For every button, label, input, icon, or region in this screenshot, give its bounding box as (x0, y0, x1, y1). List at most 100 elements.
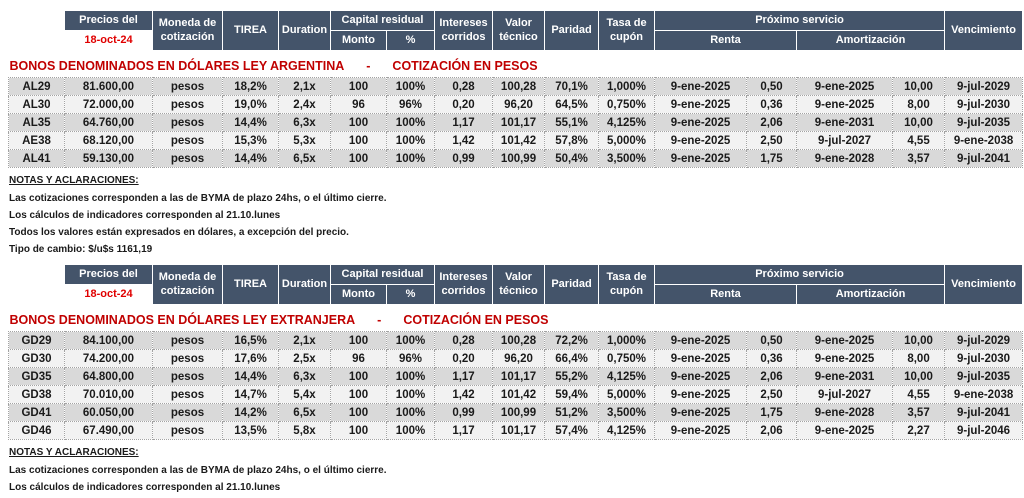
ticker-cell: GD29 (8, 331, 65, 350)
amortizacion-fecha-cell: 9-ene-2025 (796, 421, 894, 440)
amortizacion-fecha-cell: 9-jul-2027 (796, 385, 894, 404)
tasa-cupon-cell: 1,000% (598, 331, 656, 350)
intereses-corridos-cell: 0,99 (434, 403, 494, 422)
capital-monto-cell: 100 (330, 421, 387, 440)
ticker-cell: AE38 (8, 131, 65, 150)
section-subtitle: COTIZACIÓN EN PESOS (403, 313, 549, 327)
duration-cell: 5,3x (278, 131, 331, 150)
renta-monto-cell: 0,50 (746, 77, 798, 96)
intereses-corridos-cell: 1,42 (434, 385, 494, 404)
valor-tecnico-cell: 101,17 (492, 367, 546, 386)
tirea-cell: 14,4% (222, 367, 279, 386)
amortizacion-fecha-cell: 9-jul-2027 (796, 131, 894, 150)
col-header-vencimiento: Vencimiento (944, 264, 1024, 305)
tasa-cupon-cell: 5,000% (598, 385, 656, 404)
intereses-corridos-cell: 0,28 (434, 331, 494, 350)
title-separator: - (377, 313, 382, 327)
price-date-value: 18-oct-24 (64, 284, 153, 305)
ticker-cell: GD38 (8, 385, 65, 404)
amortizacion-monto-cell: 3,57 (892, 403, 946, 422)
capital-monto-cell: 96 (330, 95, 387, 114)
vencimiento-cell: 9-jul-2030 (944, 349, 1024, 368)
capital-pct-cell: 96% (385, 349, 436, 368)
vencimiento-cell: 9-jul-2041 (944, 149, 1024, 168)
renta-fecha-cell: 9-ene-2025 (654, 77, 748, 96)
col-header-monto: Monto (330, 284, 387, 305)
moneda-cell: pesos (152, 131, 223, 150)
precio-cell: 84.100,00 (64, 331, 153, 350)
renta-fecha-cell: 9-ene-2025 (654, 331, 748, 350)
capital-monto-cell: 100 (330, 385, 387, 404)
capital-pct-cell: 100% (385, 367, 436, 386)
amortizacion-monto-cell: 10,00 (892, 77, 946, 96)
valor-tecnico-cell: 100,28 (492, 331, 546, 350)
paridad-cell: 66,4% (544, 349, 600, 368)
amortizacion-fecha-cell: 9-ene-2025 (796, 349, 894, 368)
bond-row-al29: AL29 81.600,00 pesos 18,2% 2,1x 100 100% 0,28 10… (8, 77, 1024, 96)
paridad-cell: 55,2% (544, 367, 600, 386)
paridad-cell: 50,4% (544, 149, 600, 168)
paridad-cell: 59,4% (544, 385, 600, 404)
bonds-table-ley-extranjera: Precios del Moneda de cotización TIREA D… (8, 264, 1024, 440)
tasa-cupon-cell: 3,500% (598, 149, 656, 168)
bonds-table-ley-argentina: Precios del Moneda de cotización TIREA D… (8, 10, 1024, 168)
amortizacion-fecha-cell: 9-ene-2028 (796, 403, 894, 422)
capital-pct-cell: 100% (385, 421, 436, 440)
duration-cell: 6,5x (278, 149, 331, 168)
tirea-cell: 14,7% (222, 385, 279, 404)
ticker-cell: AL30 (8, 95, 65, 114)
ticker-cell: GD46 (8, 421, 65, 440)
precio-cell: 67.490,00 (64, 421, 153, 440)
renta-fecha-cell: 9-ene-2025 (654, 131, 748, 150)
vencimiento-cell: 9-jul-2029 (944, 331, 1024, 350)
renta-monto-cell: 2,06 (746, 113, 798, 132)
tasa-cupon-cell: 0,750% (598, 95, 656, 114)
capital-monto-cell: 100 (330, 331, 387, 350)
intereses-corridos-cell: 0,20 (434, 349, 494, 368)
amortizacion-fecha-cell: 9-ene-2025 (796, 331, 894, 350)
intereses-corridos-cell: 1,17 (434, 367, 494, 386)
col-header-proximo-servicio: Próximo servicio (654, 264, 946, 285)
precio-cell: 64.760,00 (64, 113, 153, 132)
col-header-paridad: Paridad (544, 10, 600, 51)
section-title-bar: BONOS DENOMINADOS EN DÓLARES LEY EXTRANJ… (8, 304, 1023, 332)
col-header-capital-residual: Capital residual (329, 264, 436, 285)
renta-fecha-cell: 9-ene-2025 (654, 385, 748, 404)
tirea-cell: 13,5% (222, 421, 279, 440)
bond-row-gd30: GD30 74.200,00 pesos 17,6% 2,5x 96 96% 0,20 96,2… (8, 349, 1024, 368)
valor-tecnico-cell: 100,99 (492, 149, 546, 168)
valor-tecnico-cell: 100,28 (492, 77, 546, 96)
amortizacion-monto-cell: 10,00 (892, 367, 946, 386)
amortizacion-monto-cell: 4,55 (892, 385, 946, 404)
valor-tecnico-cell: 100,99 (492, 403, 546, 422)
notes-heading: NOTAS Y ACLARACIONES: (9, 175, 139, 186)
col-header-tirea: TIREA (222, 10, 279, 51)
renta-monto-cell: 0,36 (746, 349, 798, 368)
bond-row-ae38: AE38 68.120,00 pesos 15,3% 5,3x 100 100% 1,42 10… (8, 131, 1024, 150)
col-header-amortizacion: Amortización (796, 284, 946, 305)
vencimiento-cell: 9-jul-2029 (944, 77, 1024, 96)
section-title: BONOS DENOMINADOS EN DÓLARES LEY EXTRANJ… (9, 313, 356, 327)
capital-monto-cell: 100 (330, 367, 387, 386)
header-corner-spacer (9, 265, 65, 305)
moneda-cell: pesos (152, 421, 223, 440)
notes-section: NOTAS Y ACLARACIONES: Las cotizaciones c… (9, 175, 1024, 255)
duration-cell: 6,5x (278, 403, 331, 422)
paridad-cell: 64,5% (544, 95, 600, 114)
title-separator: - (366, 59, 371, 73)
renta-monto-cell: 2,50 (746, 131, 798, 150)
bond-row-gd38: GD38 70.010,00 pesos 14,7% 5,4x 100 100% 1,42 10… (8, 385, 1024, 404)
col-header-tasa-cupon: Tasa de cupón (598, 264, 656, 305)
paridad-cell: 70,1% (544, 77, 600, 96)
note-line-quotes: Las cotizaciones corresponden a las de B… (9, 193, 387, 204)
capital-pct-cell: 100% (385, 113, 436, 132)
col-header-precios-del: Precios del (64, 264, 153, 285)
col-header-precios-del: Precios del (64, 10, 153, 31)
moneda-cell: pesos (152, 367, 223, 386)
capital-monto-cell: 100 (330, 149, 387, 168)
renta-monto-cell: 1,75 (746, 403, 798, 422)
tirea-cell: 18,2% (222, 77, 279, 96)
note-line-fx-rate: Tipo de cambio: $/u$s 1161,19 (9, 244, 153, 255)
bond-row-al41: AL41 59.130,00 pesos 14,4% 6,5x 100 100% 0,99 10… (8, 149, 1024, 168)
section-title-bar: BONOS DENOMINADOS EN DÓLARES LEY ARGENTI… (8, 50, 1023, 78)
